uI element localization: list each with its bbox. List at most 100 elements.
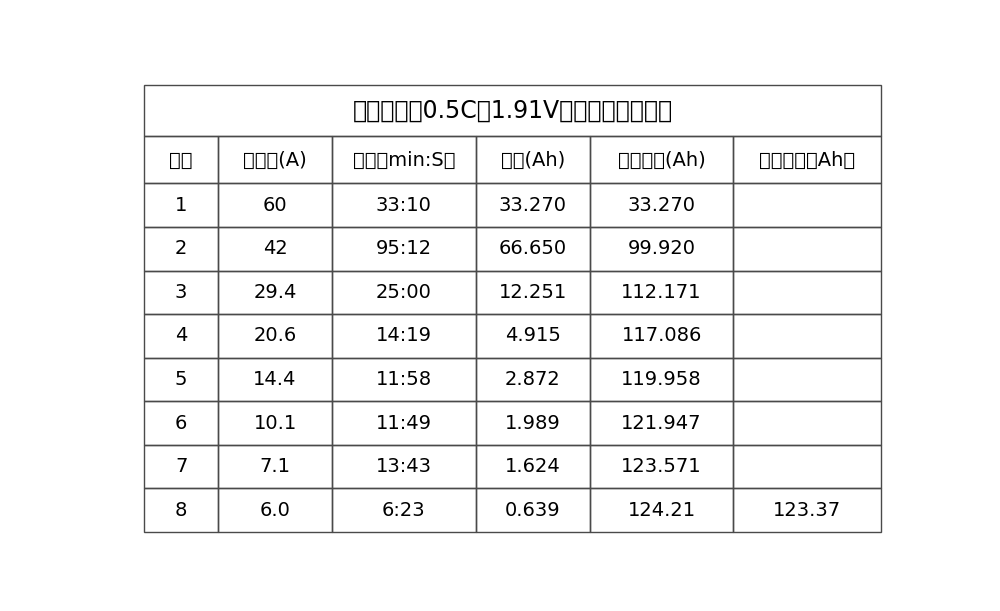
Bar — [590, 271, 733, 314]
Bar — [476, 314, 590, 357]
Bar — [590, 445, 733, 488]
Bar — [476, 445, 590, 488]
Bar — [144, 183, 218, 227]
Bar — [733, 488, 881, 532]
Bar — [733, 227, 881, 271]
Bar — [144, 227, 218, 271]
Text: 123.37: 123.37 — [773, 501, 841, 520]
Bar — [144, 183, 218, 227]
Text: 6:23: 6:23 — [382, 501, 426, 520]
Bar — [476, 488, 590, 532]
Bar — [476, 401, 590, 445]
Text: 1.624: 1.624 — [505, 457, 561, 476]
Text: 33.270: 33.270 — [628, 196, 696, 214]
Bar — [590, 271, 733, 314]
Text: 2.872: 2.872 — [505, 370, 561, 389]
Text: 11:49: 11:49 — [376, 414, 432, 433]
Text: 99.920: 99.920 — [628, 240, 696, 258]
Bar — [733, 183, 881, 227]
Bar — [332, 488, 476, 532]
Bar — [144, 445, 218, 488]
Bar — [476, 136, 590, 183]
Bar — [733, 401, 881, 445]
Bar — [218, 401, 332, 445]
Bar — [733, 314, 881, 357]
Bar — [332, 271, 476, 314]
Bar — [218, 183, 332, 227]
Text: 13:43: 13:43 — [376, 457, 432, 476]
Bar — [144, 136, 218, 183]
Bar — [476, 357, 590, 401]
Bar — [590, 227, 733, 271]
Text: 0.639: 0.639 — [505, 501, 561, 520]
Bar — [332, 488, 476, 532]
Bar — [218, 271, 332, 314]
Text: 1.989: 1.989 — [505, 414, 561, 433]
Bar — [733, 357, 881, 401]
Bar — [332, 136, 476, 183]
Bar — [476, 488, 590, 532]
Bar — [218, 445, 332, 488]
Text: 117.086: 117.086 — [621, 326, 702, 345]
Text: 112.171: 112.171 — [621, 283, 702, 302]
Bar — [332, 314, 476, 357]
Bar — [144, 488, 218, 532]
Bar — [733, 314, 881, 357]
Text: 42: 42 — [263, 240, 287, 258]
Bar — [332, 227, 476, 271]
Bar — [144, 227, 218, 271]
Bar — [476, 183, 590, 227]
Bar — [332, 183, 476, 227]
Bar — [733, 136, 881, 183]
Bar — [590, 357, 733, 401]
Text: 33:10: 33:10 — [376, 196, 432, 214]
Bar — [590, 183, 733, 227]
Bar — [590, 488, 733, 532]
Text: 25:00: 25:00 — [376, 283, 432, 302]
Bar — [144, 136, 218, 183]
Bar — [218, 227, 332, 271]
Bar — [733, 445, 881, 488]
Bar — [332, 271, 476, 314]
Text: 1: 1 — [175, 196, 187, 214]
Bar — [590, 445, 733, 488]
Text: 4.915: 4.915 — [505, 326, 561, 345]
Bar — [733, 183, 881, 227]
Bar — [590, 314, 733, 357]
Text: 锌镍电池（0.5C、1.91V）的充电实验数据: 锌镍电池（0.5C、1.91V）的充电实验数据 — [352, 99, 673, 123]
Bar — [476, 445, 590, 488]
Bar — [590, 227, 733, 271]
Bar — [144, 271, 218, 314]
Text: 95:12: 95:12 — [376, 240, 432, 258]
Bar — [476, 227, 590, 271]
Bar — [332, 136, 476, 183]
Bar — [218, 445, 332, 488]
Text: 累计容量(Ah): 累计容量(Ah) — [618, 150, 705, 169]
Bar — [218, 136, 332, 183]
Text: 容量(Ah): 容量(Ah) — [501, 150, 565, 169]
Bar — [218, 227, 332, 271]
Text: 14:19: 14:19 — [376, 326, 432, 345]
Bar — [476, 314, 590, 357]
Bar — [476, 401, 590, 445]
Text: 33.270: 33.270 — [499, 196, 567, 214]
Bar — [218, 401, 332, 445]
Bar — [218, 183, 332, 227]
Bar — [144, 314, 218, 357]
Bar — [332, 227, 476, 271]
Bar — [590, 401, 733, 445]
Bar — [332, 401, 476, 445]
Text: 3: 3 — [175, 283, 187, 302]
Bar — [733, 401, 881, 445]
Bar — [476, 136, 590, 183]
Bar — [144, 401, 218, 445]
Text: 7.1: 7.1 — [260, 457, 291, 476]
Bar — [332, 357, 476, 401]
Bar — [590, 401, 733, 445]
Text: 121.947: 121.947 — [621, 414, 702, 433]
Bar — [218, 357, 332, 401]
Bar — [476, 271, 590, 314]
Bar — [144, 488, 218, 532]
Bar — [218, 136, 332, 183]
Bar — [218, 314, 332, 357]
